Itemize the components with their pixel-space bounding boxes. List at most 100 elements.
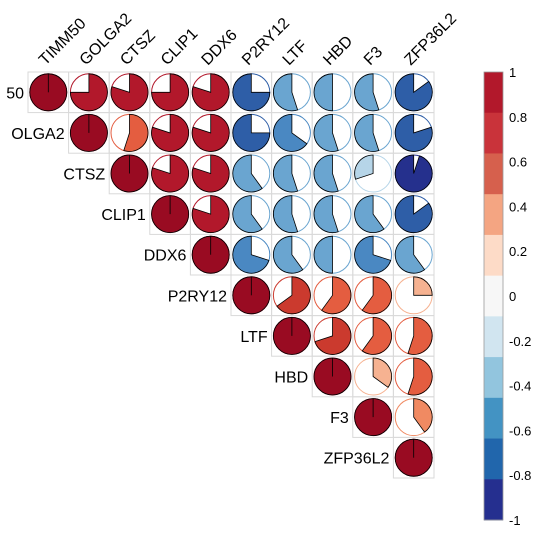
pie-TIMM50-P2RY12	[232, 73, 271, 112]
pie-slice	[191, 195, 230, 233]
pie-slice	[151, 154, 189, 193]
pie-F3-F3	[354, 398, 393, 437]
pie-slice	[191, 73, 230, 112]
colorbar-tick-label: -0.6	[509, 423, 531, 438]
col-label: DDX6	[199, 27, 241, 69]
colorbar-segment	[484, 153, 503, 195]
colorbar: 1 0.8 0.6 0.4 0.2 0 -0.2 -0.4 -0.6 -0.8 -1	[483, 65, 531, 528]
pie-HBD-HBD	[313, 357, 352, 396]
grid-cell	[392, 436, 435, 479]
pie-GOLGA2-HBD	[313, 113, 352, 152]
colorbar-segment	[484, 72, 503, 114]
pie-slice	[313, 195, 339, 233]
pie-slice	[354, 73, 380, 112]
pie-slice	[354, 113, 380, 152]
colorbar-segment	[484, 438, 503, 480]
col-label: CLIP1	[158, 25, 202, 69]
row-label: CTSZ	[63, 167, 105, 184]
pie-HBD-ZFP36L2	[394, 357, 433, 396]
pie-slice	[361, 276, 392, 315]
pie-CLIP1-ZFP36L2	[394, 195, 433, 234]
pie-CTSZ-HBD	[313, 154, 352, 193]
pie-P2RY12-F3	[354, 276, 393, 315]
colorbar-segment	[484, 316, 503, 358]
pie-slice	[354, 195, 385, 233]
pie-slice	[232, 154, 263, 193]
row-label: HBD	[274, 370, 308, 387]
row-label: F3	[330, 410, 349, 427]
pie-TIMM50-GOLGA2	[69, 73, 108, 112]
pie-slice	[313, 154, 339, 193]
pie-slice	[273, 195, 299, 233]
pie-TIMM50-ZFP36L2	[394, 73, 433, 112]
colorbar-segment	[484, 234, 503, 277]
pie-LTF-ZFP36L2	[394, 316, 433, 355]
pie-DDX6-LTF	[272, 235, 311, 274]
row-label: OLGA2	[11, 126, 64, 143]
pie-slice	[273, 73, 299, 112]
pie-slice	[394, 113, 433, 152]
pie-slice	[394, 154, 433, 193]
grid-lines	[27, 71, 435, 479]
colorbar-tick-label: 0.4	[509, 199, 527, 214]
pie-TIMM50-F3	[354, 73, 393, 112]
pie-slice	[321, 276, 352, 315]
pie-CTSZ-F3	[354, 154, 393, 193]
pie-TIMM50-TIMM50	[29, 73, 68, 112]
pie-slice	[276, 276, 311, 315]
pie-DDX6-HBD	[313, 235, 352, 274]
pie-LTF-HBD	[313, 316, 352, 355]
colorbar-tick-label: 0	[509, 289, 516, 304]
colorbar-segment	[484, 275, 503, 317]
pie-CLIP1-HBD	[313, 195, 352, 234]
pie-LTF-LTF	[272, 316, 311, 355]
pie-TIMM50-CLIP1	[151, 73, 190, 112]
pie-P2RY12-P2RY12	[232, 276, 271, 315]
pie-TIMM50-CTSZ	[110, 73, 149, 112]
pie-slice	[191, 154, 230, 193]
colorbar-border	[483, 71, 504, 521]
pie-CTSZ-CLIP1	[151, 154, 190, 193]
pie-LTF-F3	[354, 316, 393, 355]
pie-CTSZ-DDX6	[191, 154, 230, 193]
pie-slice	[273, 154, 299, 193]
col-label: HBD	[320, 33, 356, 69]
pie-GOLGA2-P2RY12	[232, 113, 271, 152]
colorbar-tick-label: 0.2	[509, 244, 527, 259]
pie-slice	[313, 113, 339, 152]
colorbar-segment	[484, 194, 503, 236]
col-label: LTF	[280, 37, 311, 68]
pie-slice	[314, 316, 352, 355]
colorbar-segment	[484, 479, 503, 521]
pie-slice	[354, 154, 374, 180]
pie-slice	[394, 235, 426, 274]
colorbar-tick-label: 1	[509, 65, 516, 80]
pie-TIMM50-DDX6	[191, 73, 230, 112]
colorbar-tick-label: -0.4	[509, 379, 531, 394]
pie-GOLGA2-DDX6	[191, 113, 230, 152]
pie-GOLGA2-F3	[354, 113, 393, 152]
pie-DDX6-ZFP36L2	[394, 235, 433, 274]
pie-slice	[110, 73, 149, 112]
pie-slice	[232, 195, 263, 233]
pie-CTSZ-P2RY12	[232, 154, 271, 193]
pie-slice	[394, 195, 433, 233]
pie-slice	[407, 357, 433, 396]
pie-slice	[273, 113, 308, 152]
pie-P2RY12-LTF	[272, 276, 311, 315]
pie-F3-ZFP36L2	[394, 398, 433, 437]
pie-DDX6-P2RY12	[232, 235, 271, 274]
pie-CLIP1-CLIP1	[151, 195, 190, 234]
pie-cells	[29, 73, 433, 477]
pie-HBD-F3	[354, 357, 393, 396]
pie-DDX6-F3	[354, 235, 393, 274]
col-label: ZFP36L2	[402, 10, 461, 69]
pie-slice	[69, 73, 108, 112]
pie-CLIP1-DDX6	[191, 195, 230, 234]
colorbar-tick-label: -1	[509, 513, 521, 528]
colorbar-tick-label: -0.8	[509, 468, 531, 483]
pie-CLIP1-F3	[354, 195, 393, 234]
pie-CTSZ-LTF	[272, 154, 311, 193]
